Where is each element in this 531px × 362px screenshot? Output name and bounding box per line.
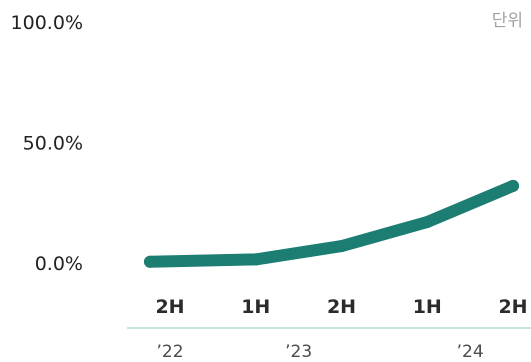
- data-point: [507, 179, 519, 192]
- data-point: [144, 255, 156, 268]
- data-point: [335, 240, 348, 253]
- year-label: ’24: [457, 342, 484, 358]
- y-tick-label: 50.0%: [23, 133, 83, 155]
- x-tick-label: 2H: [327, 296, 356, 318]
- x-tick-label: 1H: [241, 296, 270, 318]
- y-tick-label: 0.0%: [35, 253, 83, 275]
- x-tick-label: 2H: [155, 296, 184, 318]
- data-point: [421, 216, 434, 229]
- series-line: [144, 179, 519, 268]
- unit-label: 단위: [492, 11, 523, 31]
- x-tick-label: 1H: [413, 296, 442, 318]
- x-tick-label: 2H: [498, 296, 527, 318]
- year-label: ’23: [285, 342, 312, 358]
- data-point: [249, 253, 262, 266]
- year-label: ’22: [156, 342, 183, 358]
- y-tick-label: 100.0%: [11, 12, 83, 34]
